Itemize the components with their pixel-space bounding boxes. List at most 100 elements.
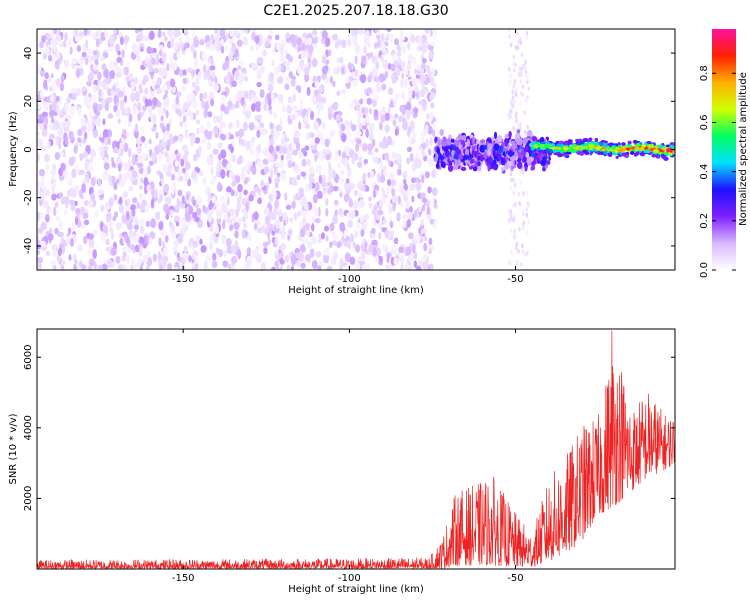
heatmap-cell xyxy=(76,128,83,137)
heatmap-cell xyxy=(71,57,78,65)
heatmap-cell xyxy=(49,227,53,234)
heatmap-cell xyxy=(171,102,176,112)
heatmap-cell xyxy=(316,109,321,116)
heatmap-cell xyxy=(93,228,98,237)
heatmap-cell xyxy=(37,103,41,110)
heatmap-cell xyxy=(372,56,376,62)
heatmap-cell xyxy=(368,74,372,82)
heatmap-cell xyxy=(352,242,357,249)
heatmap-cell xyxy=(68,254,72,261)
heatmap-cell xyxy=(260,225,265,233)
heatmap-cell xyxy=(300,262,306,269)
heatmap-cell xyxy=(257,57,264,65)
heatmap-cell xyxy=(487,157,493,165)
heatmap-cell xyxy=(408,96,412,103)
heatmap-cell xyxy=(262,148,267,156)
heatmap-cell xyxy=(172,62,178,71)
heatmap-cell xyxy=(64,136,69,146)
heatmap-cell xyxy=(411,77,417,87)
heatmap-cell xyxy=(100,55,105,62)
heatmap-cell xyxy=(212,204,216,211)
heatmap-cell xyxy=(217,142,223,149)
heatmap-cell xyxy=(164,89,169,96)
heatmap-cell xyxy=(413,107,419,114)
heatmap-cell xyxy=(318,174,323,185)
heatmap-cell xyxy=(220,104,226,112)
heatmap-cell xyxy=(130,80,136,91)
heatmap-cell xyxy=(65,235,71,244)
heatmap-cell xyxy=(268,139,275,145)
heatmap-cell xyxy=(361,142,368,152)
heatmap-cell xyxy=(316,130,323,138)
heatmap-cell xyxy=(99,132,104,138)
heatmap-cell xyxy=(360,228,365,237)
heatmap-cell xyxy=(311,29,318,36)
heatmap-cell xyxy=(519,36,523,42)
heatmap-cell xyxy=(160,228,166,236)
heatmap-cell xyxy=(259,121,265,128)
heatmap-cell xyxy=(279,117,283,127)
heatmap-cell xyxy=(378,110,383,116)
heatmap-cell xyxy=(174,204,181,211)
heatmap-cell xyxy=(371,239,378,246)
heatmap-cell xyxy=(249,140,255,148)
heatmap-cell xyxy=(429,29,433,37)
heatmap-cell xyxy=(126,170,133,179)
heatmap-cell xyxy=(268,144,274,154)
heatmap-cell xyxy=(192,199,196,206)
heatmap-cell xyxy=(45,48,51,55)
heatmap-cell xyxy=(290,79,296,87)
heatmap-cell xyxy=(204,129,210,138)
heatmap-cell xyxy=(516,45,520,51)
heatmap-cell xyxy=(58,192,64,198)
heatmap-cell xyxy=(176,52,182,59)
heatmap-cell xyxy=(206,141,211,150)
heatmap-cell xyxy=(421,57,427,64)
heatmap-cell xyxy=(350,124,357,132)
heatmap-cell xyxy=(555,151,561,156)
heatmap-cell xyxy=(399,201,404,208)
heatmap-cell xyxy=(363,158,369,165)
heatmap-cell xyxy=(165,213,170,220)
heatmap-cell xyxy=(197,71,202,80)
heatmap-cell xyxy=(238,192,242,203)
heatmap-cell xyxy=(553,149,557,153)
heatmap-cell xyxy=(431,169,437,178)
heatmap-cell xyxy=(406,211,413,221)
heatmap-cell xyxy=(509,73,513,79)
heatmap-cell xyxy=(304,145,310,151)
heatmap-cell xyxy=(211,260,218,269)
heatmap-cell xyxy=(210,98,215,107)
heatmap-cell xyxy=(512,190,516,196)
heatmap-cell xyxy=(206,155,213,166)
heatmap-cell xyxy=(349,182,356,190)
heatmap-cell xyxy=(200,245,207,253)
heatmap-cell xyxy=(171,173,176,181)
heatmap-cell xyxy=(414,159,421,169)
heatmap-cell xyxy=(340,88,347,95)
heatmap-cell xyxy=(364,88,368,96)
heatmap-cell xyxy=(86,232,90,239)
heatmap-cell xyxy=(245,260,252,268)
heatmap-cell xyxy=(118,173,123,181)
heatmap-cell xyxy=(316,94,322,100)
heatmap-cell xyxy=(287,150,293,159)
heatmap-cell xyxy=(566,151,572,155)
heatmap-cell xyxy=(304,230,310,238)
heatmap-cell xyxy=(349,233,354,243)
heatmap-cell xyxy=(40,221,47,231)
y-tick-label: 2000 xyxy=(23,486,34,511)
heatmap-cell xyxy=(87,73,94,82)
heatmap-cell xyxy=(524,59,527,65)
heatmap-cell xyxy=(157,151,163,162)
heatmap-cell xyxy=(329,241,333,249)
heatmap-cell xyxy=(95,38,100,48)
heatmap-cell xyxy=(109,61,115,70)
heatmap-cell xyxy=(224,45,229,52)
heatmap-cell xyxy=(657,144,664,149)
heatmap-cell xyxy=(386,33,390,39)
heatmap-cell xyxy=(466,135,470,141)
heatmap-cell xyxy=(452,144,456,151)
heatmap-cell xyxy=(166,83,171,90)
heatmap-cell xyxy=(421,174,425,184)
